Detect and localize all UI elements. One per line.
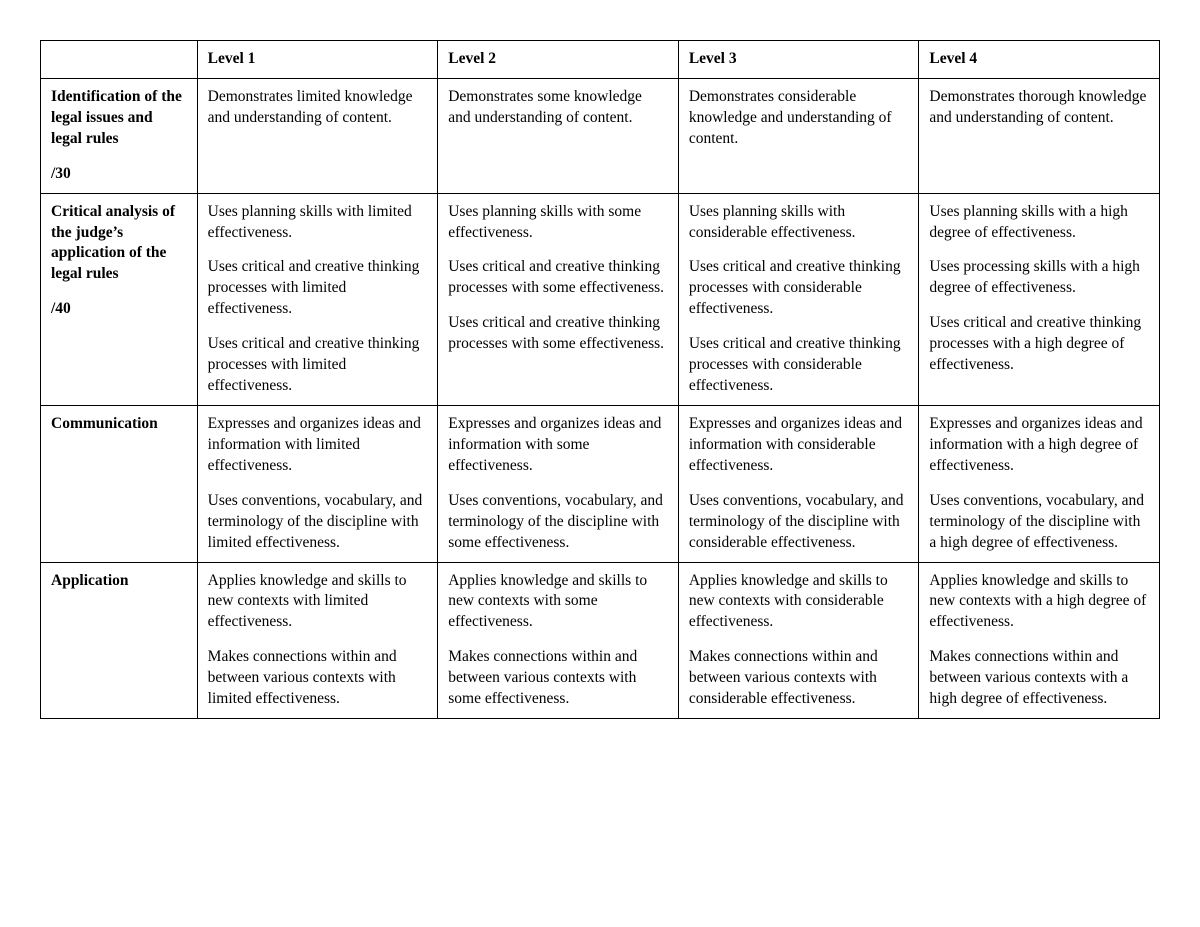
header-level3: Level 3 — [678, 41, 919, 79]
table-row: Communication Expresses and organizes ide… — [41, 405, 1160, 562]
descriptor: Makes connections within and between var… — [448, 647, 668, 710]
rubric-table: Level 1 Level 2 Level 3 Level 4 Identifi… — [40, 40, 1160, 719]
descriptor: Applies knowledge and skills to new cont… — [448, 571, 668, 634]
level-cell: Demonstrates thorough knowledge and unde… — [919, 78, 1160, 193]
descriptor: Uses planning skills with limited effect… — [208, 202, 428, 244]
descriptor: Uses conventions, vocabulary, and termin… — [208, 491, 428, 554]
header-row: Level 1 Level 2 Level 3 Level 4 — [41, 41, 1160, 79]
category-title: Critical analysis of the judge’s applica… — [51, 202, 187, 286]
descriptor: Makes connections within and between var… — [208, 647, 428, 710]
level-cell: Expresses and organizes ideas and inform… — [919, 405, 1160, 562]
descriptor: Demonstrates thorough knowledge and unde… — [929, 87, 1149, 129]
header-category — [41, 41, 198, 79]
descriptor: Uses critical and creative thinking proc… — [689, 334, 909, 397]
level-cell: Applies knowledge and skills to new cont… — [919, 562, 1160, 719]
descriptor: Applies knowledge and skills to new cont… — [208, 571, 428, 634]
descriptor: Uses conventions, vocabulary, and termin… — [689, 491, 909, 554]
descriptor: Uses processing skills with a high degre… — [929, 257, 1149, 299]
level-cell: Demonstrates some knowledge and understa… — [438, 78, 679, 193]
header-level4: Level 4 — [919, 41, 1160, 79]
descriptor: Uses conventions, vocabulary, and termin… — [929, 491, 1149, 554]
descriptor: Makes connections within and between var… — [689, 647, 909, 710]
level-cell: Uses planning skills with limited effect… — [197, 193, 438, 405]
descriptor: Applies knowledge and skills to new cont… — [689, 571, 909, 634]
descriptor: Uses critical and creative thinking proc… — [448, 257, 668, 299]
table-row: Identification of the legal issues and l… — [41, 78, 1160, 193]
descriptor: Uses critical and creative thinking proc… — [929, 313, 1149, 376]
descriptor: Demonstrates limited knowledge and under… — [208, 87, 428, 129]
descriptor: Uses critical and creative thinking proc… — [208, 334, 428, 397]
header-level2: Level 2 — [438, 41, 679, 79]
level-cell: Expresses and organizes ideas and inform… — [438, 405, 679, 562]
table-row: Critical analysis of the judge’s applica… — [41, 193, 1160, 405]
category-score: /40 — [51, 299, 187, 320]
level-cell: Demonstrates limited knowledge and under… — [197, 78, 438, 193]
rubric-body: Identification of the legal issues and l… — [41, 78, 1160, 718]
descriptor: Uses planning skills with considerable e… — [689, 202, 909, 244]
descriptor: Uses critical and creative thinking proc… — [208, 257, 428, 320]
level-cell: Uses planning skills with a high degree … — [919, 193, 1160, 405]
level-cell: Demonstrates considerable knowledge and … — [678, 78, 919, 193]
descriptor: Expresses and organizes ideas and inform… — [448, 414, 668, 477]
level-cell: Uses planning skills with considerable e… — [678, 193, 919, 405]
descriptor: Makes connections within and between var… — [929, 647, 1149, 710]
descriptor: Expresses and organizes ideas and inform… — [929, 414, 1149, 477]
level-cell: Expresses and organizes ideas and inform… — [197, 405, 438, 562]
descriptor: Expresses and organizes ideas and inform… — [208, 414, 428, 477]
category-cell: Critical analysis of the judge’s applica… — [41, 193, 198, 405]
category-score: /30 — [51, 164, 187, 185]
descriptor: Uses critical and creative thinking proc… — [689, 257, 909, 320]
category-cell: Communication — [41, 405, 198, 562]
category-title: Communication — [51, 414, 187, 435]
descriptor: Uses planning skills with some effective… — [448, 202, 668, 244]
descriptor: Uses conventions, vocabulary, and termin… — [448, 491, 668, 554]
category-title: Identification of the legal issues and l… — [51, 87, 187, 150]
header-level1: Level 1 — [197, 41, 438, 79]
descriptor: Applies knowledge and skills to new cont… — [929, 571, 1149, 634]
level-cell: Applies knowledge and skills to new cont… — [438, 562, 679, 719]
descriptor: Uses planning skills with a high degree … — [929, 202, 1149, 244]
descriptor: Demonstrates some knowledge and understa… — [448, 87, 668, 129]
level-cell: Expresses and organizes ideas and inform… — [678, 405, 919, 562]
category-cell: Identification of the legal issues and l… — [41, 78, 198, 193]
level-cell: Uses planning skills with some effective… — [438, 193, 679, 405]
table-row: Application Applies knowledge and skills … — [41, 562, 1160, 719]
category-cell: Application — [41, 562, 198, 719]
level-cell: Applies knowledge and skills to new cont… — [197, 562, 438, 719]
descriptor: Demonstrates considerable knowledge and … — [689, 87, 909, 150]
category-title: Application — [51, 571, 187, 592]
level-cell: Applies knowledge and skills to new cont… — [678, 562, 919, 719]
descriptor: Expresses and organizes ideas and inform… — [689, 414, 909, 477]
descriptor: Uses critical and creative thinking proc… — [448, 313, 668, 355]
